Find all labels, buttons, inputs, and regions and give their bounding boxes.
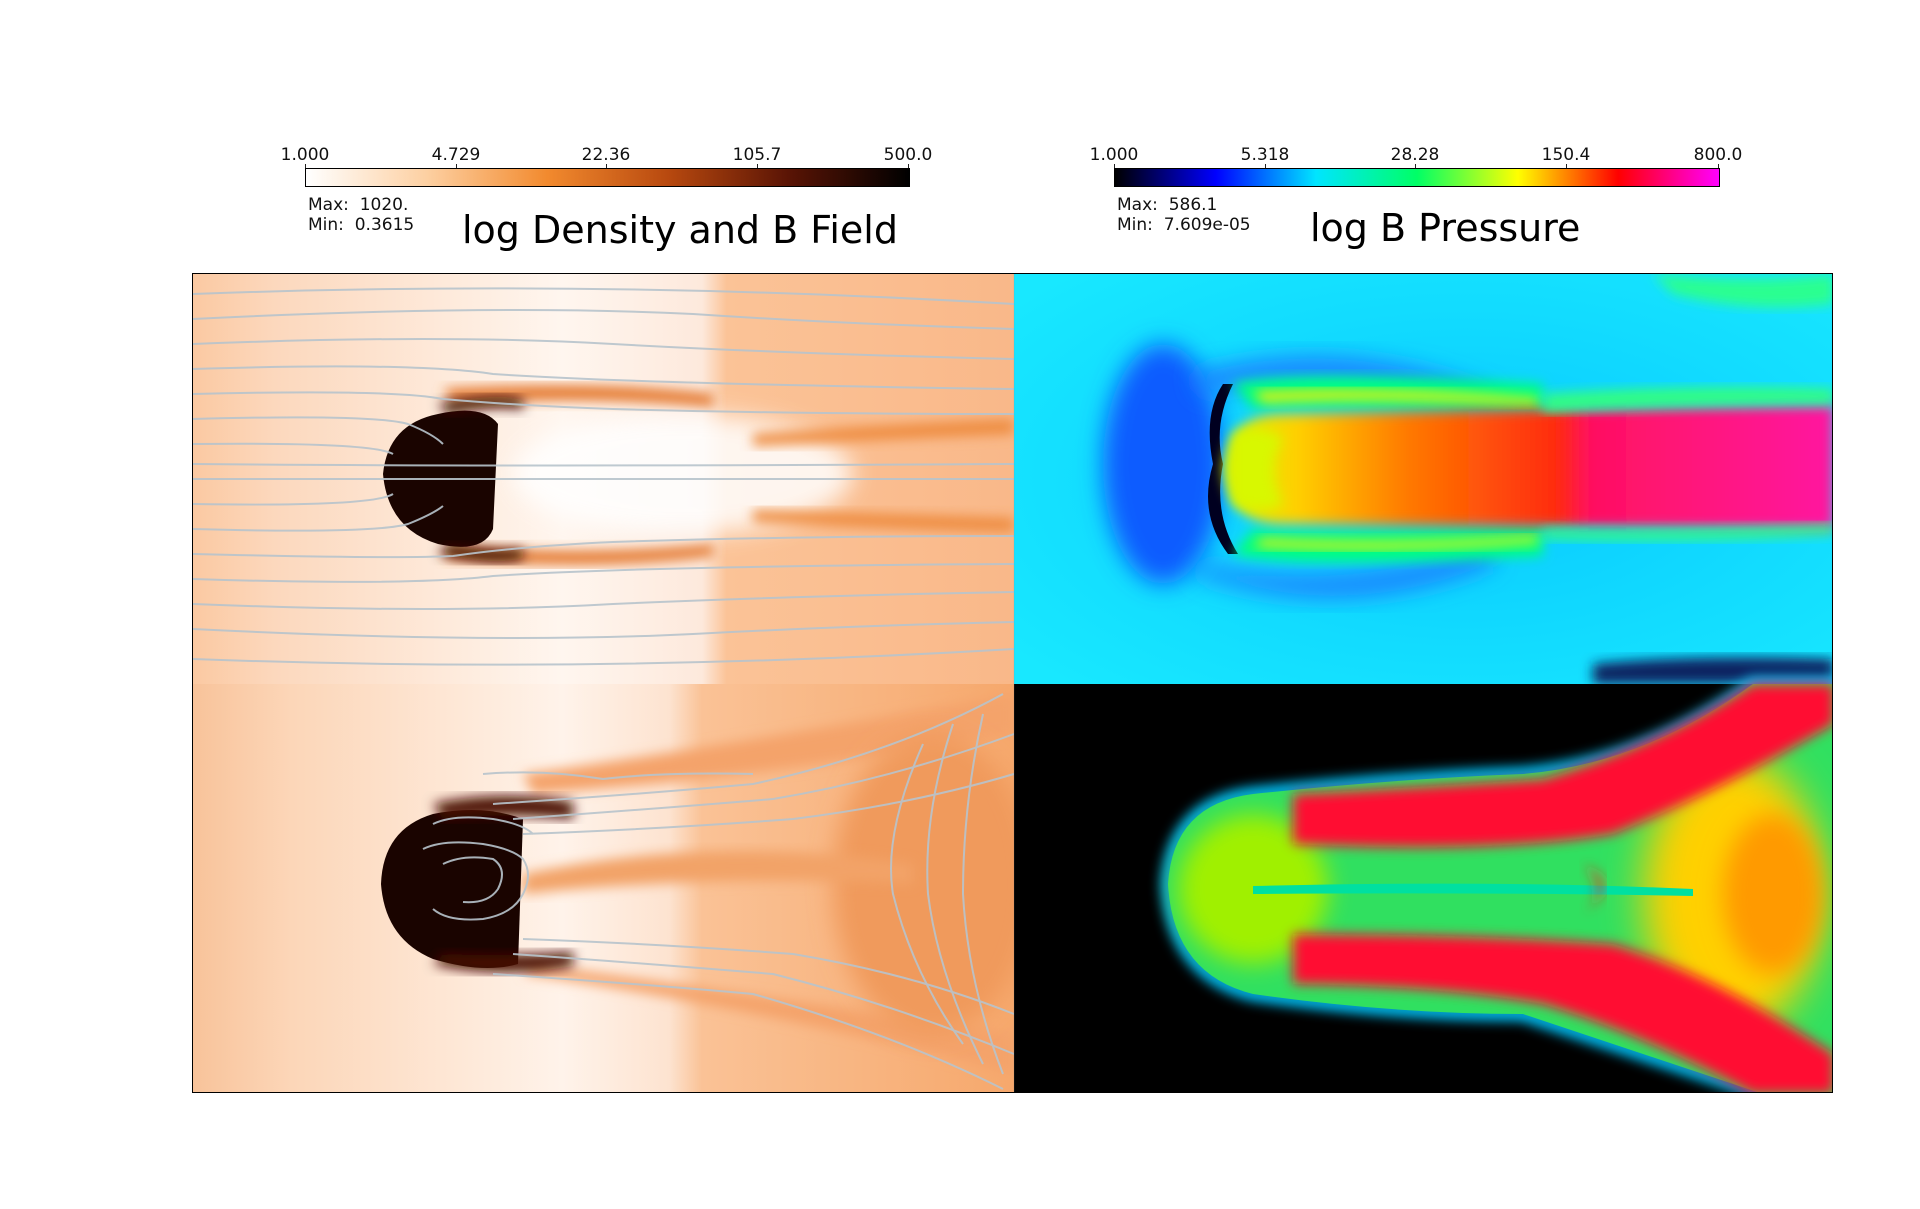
density-tick-mark-3 (757, 164, 758, 169)
pressure-max-label: Max: (1117, 195, 1158, 215)
pressure-tick-label-3: 150.4 (1541, 145, 1591, 165)
visualization-frame (192, 273, 1833, 1093)
pressure-tick-label-0: 1.000 (1089, 145, 1139, 165)
density-tick-label-1: 4.729 (431, 145, 481, 165)
density-tick-label-4: 500.0 (883, 145, 933, 165)
density-tick-label-2: 22.36 (581, 145, 631, 165)
density-tick-mark-0 (305, 164, 306, 169)
density-tick-mark-4 (908, 164, 909, 169)
pressure-max-row: Max: 586.1 (1117, 196, 1217, 215)
density-tick-label-0: 1.000 (280, 145, 330, 165)
pressure-tick-mark-0 (1114, 164, 1115, 169)
density-title: log Density and B Field (462, 208, 898, 252)
pressure-min-row: Min: 7.609e-05 (1117, 216, 1251, 235)
pressure-tick-mark-4 (1718, 164, 1719, 169)
heatmap-canvas (193, 274, 1832, 1092)
pressure-colorbar (1114, 168, 1720, 187)
pressure-tick-label-2: 28.28 (1390, 145, 1440, 165)
density-min-row: Min: 0.3615 (308, 216, 414, 235)
pressure-tick-mark-2 (1415, 164, 1416, 169)
density-tick-mark-1 (456, 164, 457, 169)
pressure-panel-top (1014, 274, 1832, 684)
density-colorbar (305, 168, 910, 187)
density-min-value: 0.3615 (354, 215, 415, 235)
density-tick-mark-2 (606, 164, 607, 169)
density-panel-bottom (193, 684, 1033, 1092)
pressure-tick-label-4: 800.0 (1693, 145, 1743, 165)
pressure-min-value: 7.609e-05 (1163, 215, 1251, 235)
density-max-label: Max: (308, 195, 349, 215)
pressure-tick-mark-3 (1566, 164, 1567, 169)
pressure-min-label: Min: (1117, 215, 1153, 235)
density-tick-label-3: 105.7 (732, 145, 782, 165)
density-min-label: Min: (308, 215, 344, 235)
pressure-panel-bottom (1014, 677, 1832, 1092)
pressure-max-value: 586.1 (1168, 195, 1218, 215)
density-panel-top (193, 274, 1015, 684)
density-max-value: 1020. (359, 195, 409, 215)
pressure-title: log B Pressure (1310, 206, 1581, 250)
pressure-tick-label-1: 5.318 (1240, 145, 1290, 165)
pressure-tick-mark-1 (1265, 164, 1266, 169)
density-max-row: Max: 1020. (308, 196, 408, 215)
